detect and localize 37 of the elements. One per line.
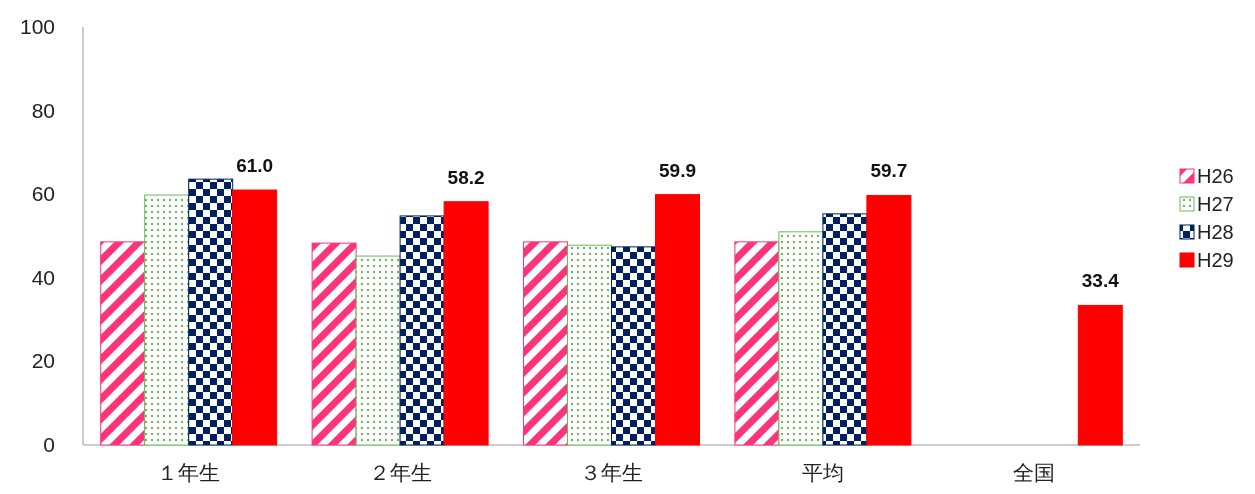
data-label: 59.9 — [659, 159, 696, 181]
legend-label: H27 — [1197, 193, 1234, 215]
x-tick-label: １年生 — [157, 461, 221, 484]
bar — [778, 231, 824, 446]
bar — [355, 255, 401, 446]
data-label: 33.4 — [1081, 270, 1120, 292]
bar — [232, 189, 278, 446]
bar — [655, 194, 700, 446]
y-tick-label: 0 — [43, 433, 55, 456]
bar — [188, 178, 234, 446]
bar — [100, 241, 146, 446]
bar — [399, 215, 445, 446]
y-tick-label: 20 — [31, 349, 55, 373]
bar — [311, 242, 357, 446]
x-tick-label: ３年生 — [580, 461, 643, 484]
bar — [567, 244, 612, 446]
bar — [1077, 304, 1123, 446]
bar — [822, 213, 868, 446]
y-tick-label: 100 — [19, 15, 55, 38]
legend-label: H28 — [1197, 221, 1234, 243]
bar — [734, 241, 780, 446]
x-tick-label: 全国 — [1013, 461, 1056, 484]
y-tick-label: 60 — [31, 182, 55, 206]
bar — [443, 201, 489, 446]
y-tick-label: 40 — [31, 265, 55, 289]
x-tick-label: ２年生 — [368, 461, 432, 484]
bar — [523, 241, 568, 446]
data-label: 61.0 — [236, 155, 274, 177]
legend-label: H26 — [1197, 165, 1234, 187]
legend-label: H29 — [1197, 249, 1234, 271]
bar — [866, 194, 912, 446]
data-label: 58.2 — [447, 166, 485, 188]
bar — [611, 246, 656, 446]
data-label: 59.7 — [870, 160, 908, 182]
y-tick-label: 80 — [31, 98, 55, 122]
bar — [144, 194, 190, 446]
x-tick-label: 平均 — [801, 461, 844, 484]
